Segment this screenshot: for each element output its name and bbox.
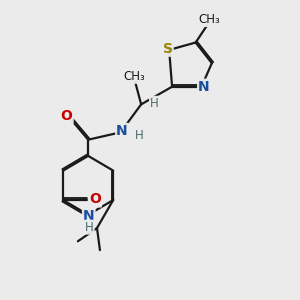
Text: H: H [150, 97, 159, 110]
Text: H: H [135, 129, 144, 142]
Text: CH₃: CH₃ [123, 70, 145, 83]
Text: S: S [163, 42, 173, 56]
Text: CH₃: CH₃ [198, 13, 220, 26]
Text: O: O [89, 193, 101, 206]
Text: N: N [116, 124, 128, 138]
Text: N: N [198, 80, 210, 94]
Text: H: H [85, 220, 94, 234]
Text: N: N [83, 209, 94, 223]
Text: O: O [61, 109, 73, 123]
